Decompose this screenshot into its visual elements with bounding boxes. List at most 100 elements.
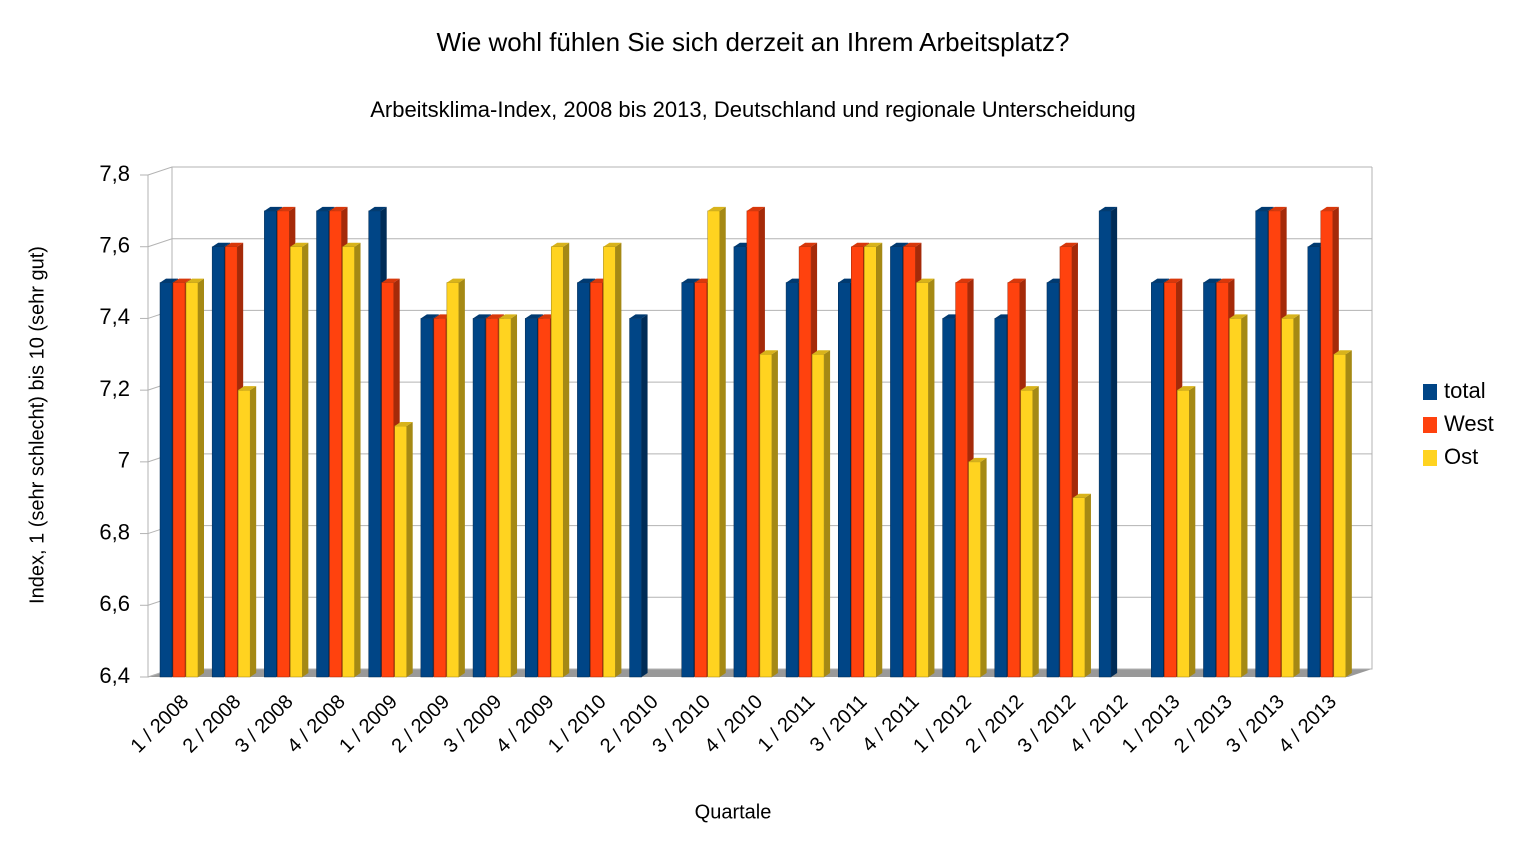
bar (759, 350, 778, 678)
bar-face (159, 282, 173, 678)
bar (1229, 314, 1248, 678)
y-tick-label: 7 (118, 448, 130, 473)
bar (498, 314, 518, 678)
legend-label: West (1444, 411, 1494, 436)
bar-face (746, 210, 760, 678)
bar-face (1177, 389, 1190, 678)
bar-face (316, 206, 335, 211)
bar-face (876, 242, 883, 677)
bar-face (1281, 318, 1294, 678)
bar-face (851, 246, 864, 678)
bar-face (224, 246, 238, 678)
bar-face (1255, 206, 1274, 211)
bar (342, 242, 361, 678)
y-tick-label: 7,4 (99, 304, 130, 329)
bar (864, 242, 883, 678)
bar-face (785, 282, 799, 678)
bar-face (864, 246, 877, 678)
bar-face (394, 425, 407, 678)
bar-face (550, 246, 564, 678)
bar-face (329, 210, 342, 678)
bar-face (290, 242, 309, 247)
bar-face (603, 246, 616, 678)
bar-face (420, 318, 434, 678)
bar-face (1020, 389, 1034, 678)
bar-face (811, 354, 825, 678)
bar-face (277, 206, 296, 211)
bar-face (838, 282, 851, 678)
bar-face (446, 278, 465, 283)
bar (185, 278, 204, 678)
bar-face (433, 318, 447, 678)
bar-face (316, 210, 329, 678)
bar-face (1268, 210, 1281, 678)
bar-face (1046, 282, 1060, 678)
bar-face (1345, 350, 1352, 677)
bar-face (771, 350, 778, 677)
bar-face (446, 282, 460, 678)
y-tick-label: 7,6 (99, 233, 130, 258)
bar-face (1333, 354, 1347, 678)
bar-face (342, 242, 361, 247)
x-axis-title: Quartale (695, 801, 772, 823)
bar-face (1268, 206, 1287, 211)
bar-face (1020, 386, 1039, 391)
bar-face (1229, 318, 1242, 678)
bar-face (1203, 282, 1216, 678)
bar-face (302, 242, 309, 677)
bar-face (928, 278, 935, 677)
bar-face (354, 242, 361, 677)
bar-face (968, 461, 981, 678)
legend-label: total (1444, 378, 1486, 403)
x-tick-label: 4 / 2013 (1274, 691, 1341, 758)
bar-face (525, 314, 544, 319)
bar-face (1099, 206, 1118, 211)
bar-face (603, 242, 622, 247)
bar-face (211, 246, 225, 678)
bar-face (890, 242, 909, 247)
bar-face (486, 314, 505, 319)
bar-face (524, 318, 538, 678)
bar-face (1151, 278, 1170, 283)
bar-face (173, 278, 191, 283)
bar (1072, 493, 1091, 678)
bar-face (681, 282, 694, 678)
bar (968, 457, 987, 678)
bar-face (1084, 493, 1091, 677)
bar (446, 278, 465, 678)
bar-face (641, 314, 648, 677)
x-tick-label: 4 / 2010 (701, 691, 768, 758)
bar-face (1307, 246, 1321, 678)
bar-face (824, 350, 831, 677)
bar (603, 242, 622, 678)
bar-face (172, 282, 186, 678)
bar-face (1333, 350, 1352, 355)
bar-face (1164, 278, 1183, 283)
bar-face (903, 242, 922, 247)
bar-face (381, 282, 394, 678)
bar-face (890, 246, 903, 678)
bar-face (707, 206, 726, 211)
bar (290, 242, 309, 678)
bar-face (1007, 282, 1021, 678)
y-axis-title: Index, 1 (sehr schlecht) bis 10 (sehr gu… (26, 246, 48, 604)
bar-face (264, 206, 283, 211)
bar-face (629, 314, 648, 319)
bar-face (186, 278, 204, 283)
bar-face (903, 246, 916, 678)
bar-face (1059, 246, 1073, 678)
bar-face (185, 282, 199, 678)
bar-face (1216, 282, 1229, 678)
chart-title: Wie wohl fühlen Sie sich derzeit an Ihre… (437, 27, 1070, 57)
bar-face (498, 318, 512, 678)
bar-face (537, 318, 551, 678)
bar-face (473, 314, 492, 319)
bar-face (968, 457, 987, 462)
bar-face (733, 246, 747, 678)
bar (811, 350, 831, 678)
y-tick-label: 6,6 (99, 591, 130, 616)
bar-face (916, 282, 929, 678)
bar-face (1032, 386, 1039, 677)
bar-face (629, 318, 642, 678)
